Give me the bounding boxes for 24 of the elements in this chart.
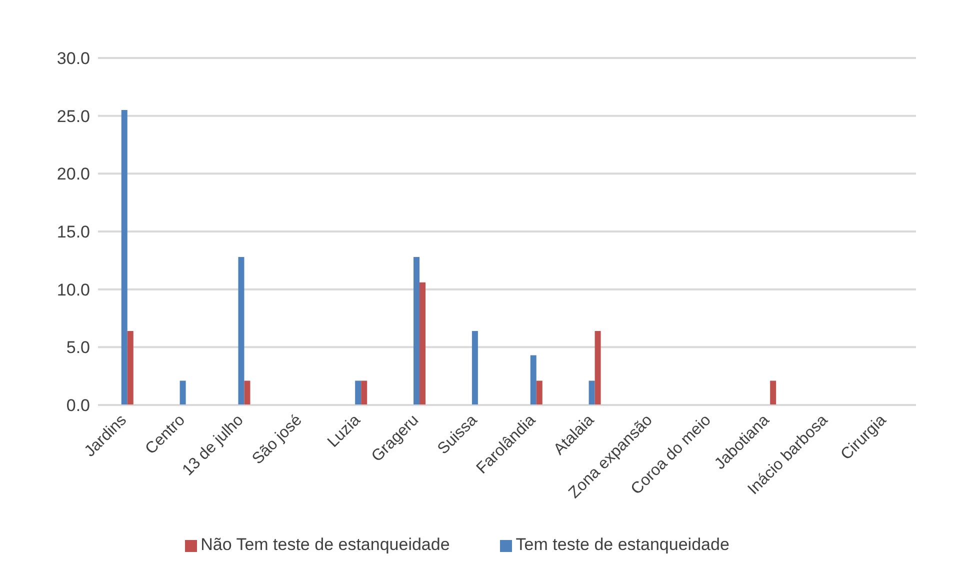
y-tick-label: 30.0 [56, 49, 90, 68]
y-tick-label: 0.0 [66, 396, 90, 416]
bar [588, 380, 595, 405]
bar [770, 380, 776, 405]
bar [244, 380, 250, 405]
legend-label: Não Tem teste de estanqueidade [200, 535, 450, 554]
y-tick-label: 15.0 [56, 222, 90, 242]
bar [180, 380, 186, 405]
y-tick-label: 10.0 [56, 280, 90, 300]
bar [530, 355, 536, 405]
bar [361, 380, 368, 405]
y-tick-label: 20.0 [56, 164, 90, 184]
bar [238, 256, 244, 405]
bar [536, 380, 542, 405]
bar [355, 380, 362, 405]
y-tick-label: 25.0 [56, 106, 90, 126]
bar [472, 330, 478, 405]
legend-label: Tem teste de estanqueidade [516, 535, 730, 554]
bar [420, 282, 426, 405]
bar [121, 110, 128, 405]
bar [594, 330, 601, 405]
y-tick-label: 5.0 [66, 338, 90, 358]
bar [127, 330, 134, 405]
bar [414, 256, 420, 405]
